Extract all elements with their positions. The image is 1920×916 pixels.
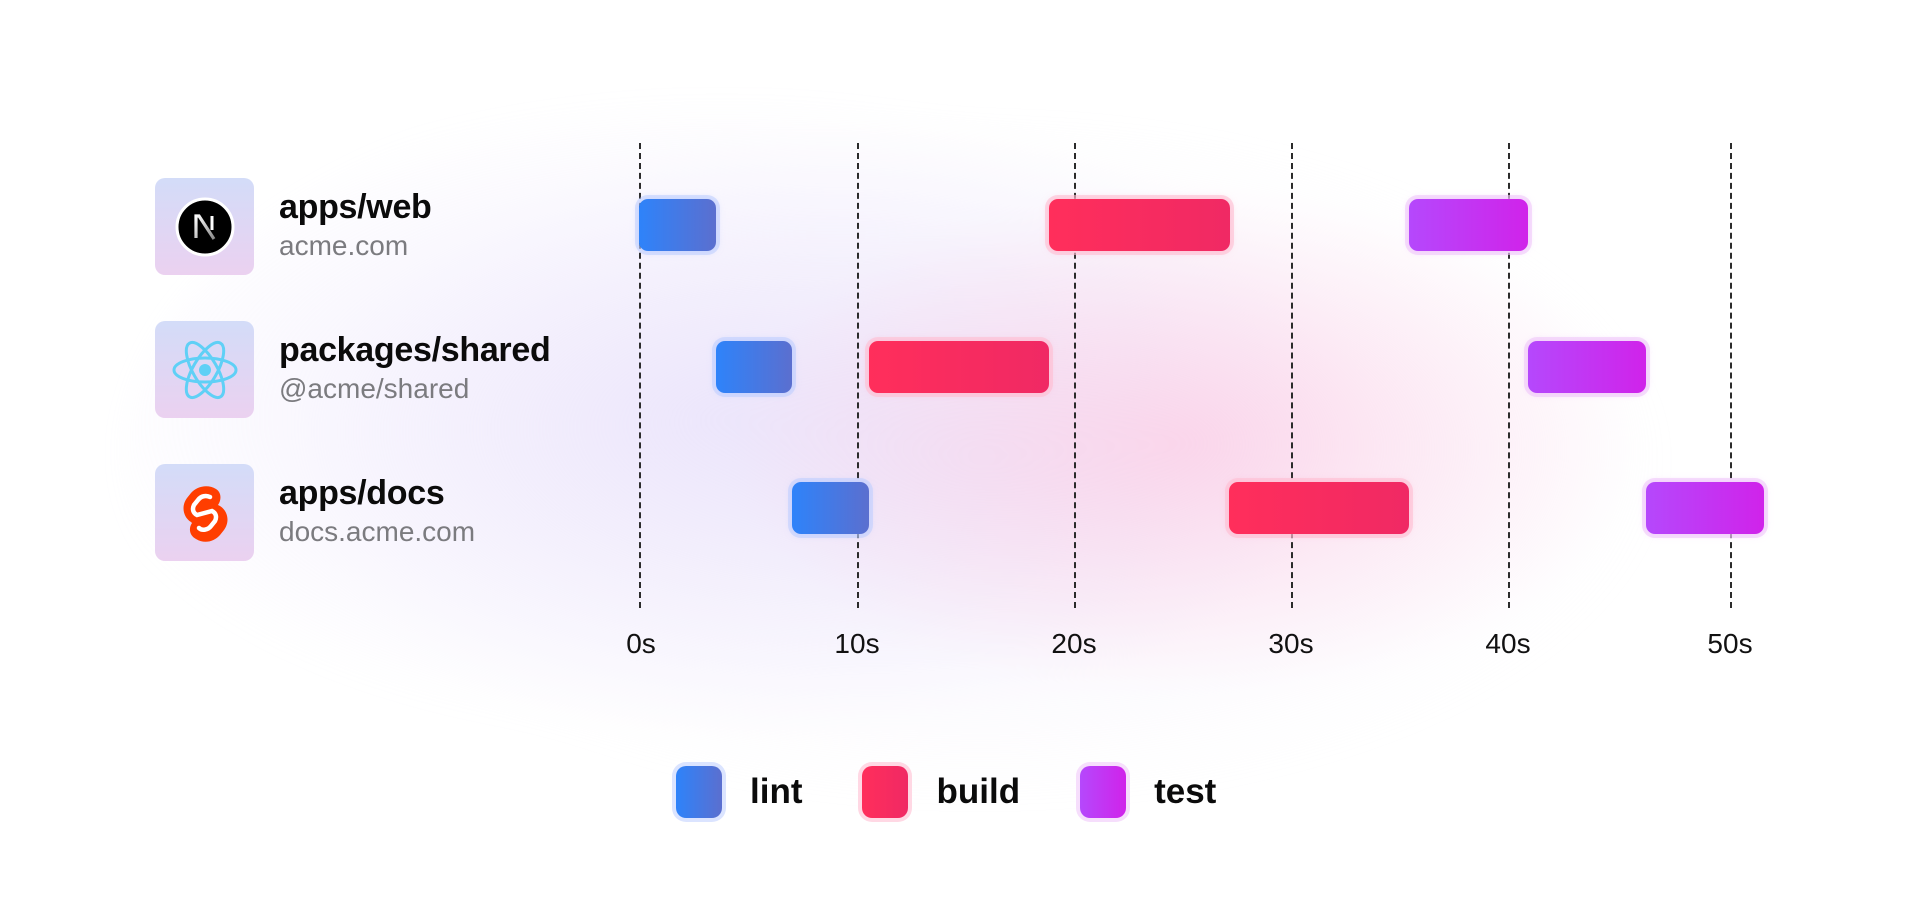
tick-label: 40s [1485, 628, 1531, 659]
project-subtitle: acme.com [279, 230, 409, 261]
legend-item-build: build [862, 766, 1020, 818]
bar-shared-build [869, 341, 1049, 393]
legend-item-lint: lint [676, 766, 802, 818]
svelte-icon [183, 485, 227, 542]
project-name: packages/shared [279, 331, 551, 369]
tick-label: 30s [1268, 628, 1314, 659]
gridline-20s [1074, 143, 1076, 608]
legend-swatch-lint [676, 766, 722, 818]
legend-swatch-test [1080, 766, 1127, 818]
project-row-web: apps/web acme.com [155, 178, 655, 276]
background-glow [120, 30, 1840, 890]
project-subtitle: docs.acme.com [279, 516, 476, 547]
bar-web-test [1409, 199, 1528, 251]
legend-swatch-build [862, 766, 909, 818]
tick-label: 50s [1707, 628, 1753, 659]
project-tile [155, 178, 254, 275]
nextjs-icon [175, 197, 234, 256]
project-tile [155, 464, 254, 561]
gridline-40s [1508, 143, 1510, 608]
bar-docs-build [1229, 482, 1409, 534]
react-icon [172, 340, 237, 399]
project-row-shared: packages/shared @acme/shared [155, 321, 655, 419]
gridline-30s [1291, 143, 1293, 608]
legend-label: lint [750, 772, 803, 811]
project-row-docs: apps/docs docs.acme.com [155, 464, 655, 562]
tick-label: 0s [626, 628, 656, 659]
legend-item-test: test [1080, 766, 1216, 818]
project-name: apps/docs [279, 474, 445, 512]
gridline-0s [639, 143, 641, 608]
gridline-50s [1730, 143, 1732, 608]
gridline-10s [857, 143, 859, 608]
tick-label: 20s [1051, 628, 1097, 659]
bar-shared-lint [716, 341, 792, 393]
bar-docs-test [1646, 482, 1764, 534]
legend: lint build test [676, 766, 1276, 818]
bar-web-build [1049, 199, 1230, 251]
project-subtitle: @acme/shared [279, 373, 470, 404]
bar-docs-lint [792, 482, 869, 534]
tick-label: 10s [834, 628, 880, 659]
legend-label: build [936, 772, 1021, 811]
project-name: apps/web [279, 188, 432, 226]
project-tile [155, 321, 254, 418]
legend-label: test [1154, 772, 1217, 811]
bar-shared-test [1528, 341, 1646, 393]
bar-web-lint [639, 199, 716, 251]
